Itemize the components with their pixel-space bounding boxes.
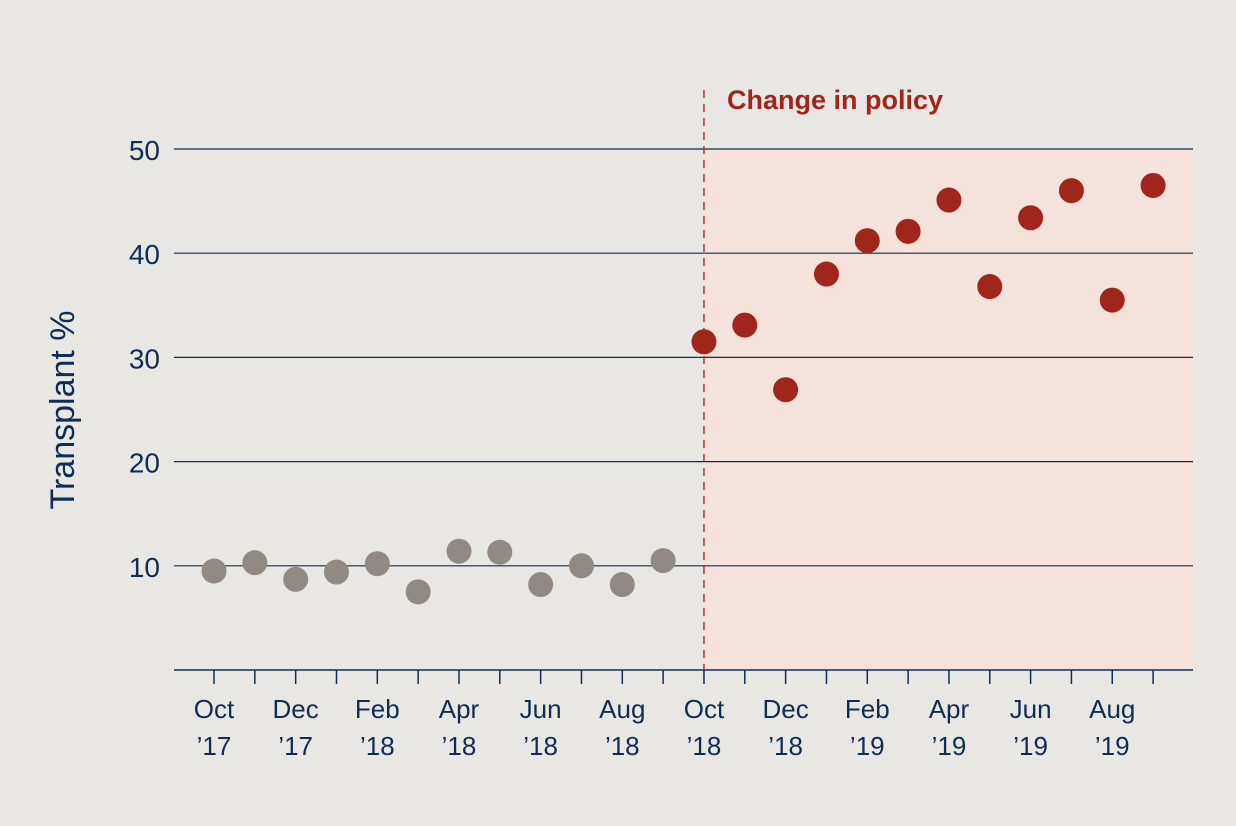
data-point (487, 539, 513, 565)
x-tick-label-month: Dec (273, 694, 319, 724)
data-point (201, 558, 227, 584)
x-tick-label-year: ’18 (523, 731, 558, 761)
x-ticks (213, 670, 1154, 684)
data-points (201, 172, 1166, 605)
data-point (732, 312, 758, 338)
x-tick-label-month: Oct (194, 694, 235, 724)
data-point (364, 551, 390, 577)
data-point (283, 566, 309, 592)
data-point (405, 579, 431, 605)
x-tick-label-year: ’19 (1095, 731, 1130, 761)
data-point (936, 187, 962, 213)
data-point (1018, 205, 1044, 231)
gridlines (174, 148, 1193, 567)
x-tick-label-month: Jun (1010, 694, 1052, 724)
x-tick-label-month: Aug (599, 694, 645, 724)
x-tick-label-year: ’19 (1013, 731, 1048, 761)
data-point (650, 548, 676, 574)
data-point (1140, 172, 1166, 198)
x-tick-label-year: ’18 (605, 731, 640, 761)
x-tick-labels: Oct ’17 Dec ’17 Feb ’18 Apr ’18 Jun ’18 Aug ’18 Oct ’… (194, 694, 1136, 761)
x-tick-label-month: Apr (439, 694, 480, 724)
policy-annotation: Change in policy (727, 85, 943, 115)
policy-shaded-region (703, 149, 1193, 670)
y-tick-labels: 10 20 30 40 50 (129, 135, 160, 583)
x-tick-label-year: ’18 (360, 731, 395, 761)
y-tick-label: 10 (129, 552, 160, 583)
data-point (1058, 178, 1084, 204)
x-tick-label-year: ’19 (932, 731, 967, 761)
data-point (895, 218, 921, 244)
data-point (568, 553, 594, 579)
y-tick-label: 40 (129, 239, 160, 270)
x-tick-label-year: ’17 (197, 731, 232, 761)
x-tick-label-month: Feb (845, 694, 890, 724)
x-tick-label-year: ’18 (442, 731, 477, 761)
x-tick-label-year: ’17 (278, 731, 313, 761)
data-point (323, 559, 349, 585)
x-tick-label-month: Dec (762, 694, 808, 724)
data-point (773, 377, 799, 403)
x-tick-label-month: Oct (684, 694, 725, 724)
x-tick-label-year: ’18 (687, 731, 722, 761)
data-point (609, 572, 635, 598)
data-point (528, 572, 554, 598)
data-point (242, 550, 268, 576)
y-tick-label: 20 (129, 448, 160, 479)
x-tick-label-month: Feb (355, 694, 400, 724)
x-tick-label-month: Aug (1089, 694, 1135, 724)
x-tick-label-month: Apr (929, 694, 970, 724)
data-point (854, 228, 880, 254)
y-axis-title: Transplant % (44, 310, 82, 509)
data-point (1099, 287, 1125, 313)
y-tick-label: 50 (129, 135, 160, 166)
data-point (691, 329, 717, 355)
y-tick-label: 30 (129, 343, 160, 374)
x-tick-label-month: Jun (520, 694, 562, 724)
x-tick-label-year: ’19 (850, 731, 885, 761)
data-point (977, 274, 1003, 300)
data-point (813, 261, 839, 287)
x-tick-label-year: ’18 (768, 731, 803, 761)
data-point (446, 538, 472, 564)
